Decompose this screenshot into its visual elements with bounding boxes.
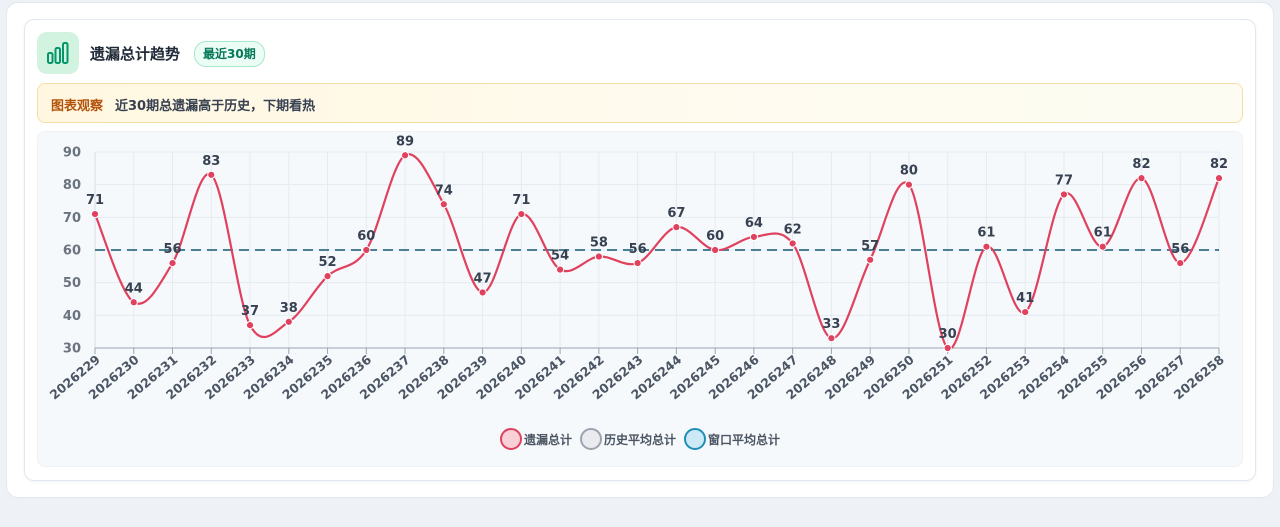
data-point bbox=[1137, 174, 1146, 183]
data-label: 60 bbox=[706, 229, 724, 244]
data-label: 64 bbox=[745, 216, 763, 231]
data-label: 61 bbox=[977, 226, 995, 241]
data-label: 61 bbox=[1094, 226, 1112, 241]
data-point bbox=[943, 343, 952, 353]
data-label: 56 bbox=[629, 242, 647, 257]
chart-insight-banner: 图表观察 近30期总遗漏高于历史，下期看热 bbox=[37, 83, 1243, 123]
data-point bbox=[517, 209, 526, 219]
data-label: 77 bbox=[1055, 173, 1073, 188]
data-label: 71 bbox=[512, 193, 530, 208]
data-point bbox=[633, 258, 642, 268]
chart-legend: 遗漏总计 历史平均总计 窗口平均总计 bbox=[0, 426, 1280, 452]
data-label: 80 bbox=[900, 164, 918, 179]
data-label: 37 bbox=[241, 304, 259, 319]
chart-panel bbox=[37, 131, 1243, 467]
data-label: 67 bbox=[667, 206, 685, 221]
data-label: 56 bbox=[1171, 242, 1189, 257]
data-label: 30 bbox=[939, 327, 957, 342]
data-point bbox=[245, 321, 255, 330]
data-point bbox=[982, 242, 991, 251]
data-point bbox=[207, 170, 216, 179]
legend-swatch-window bbox=[684, 428, 706, 450]
data-point bbox=[439, 200, 448, 209]
data-point bbox=[284, 317, 293, 326]
data-point bbox=[1098, 242, 1107, 251]
period-badge: 最近30期 bbox=[194, 41, 265, 67]
data-point bbox=[827, 334, 836, 343]
data-point bbox=[1176, 258, 1185, 268]
y-tick-label: 60 bbox=[63, 244, 81, 259]
data-label: 44 bbox=[125, 281, 143, 296]
data-label: 82 bbox=[1132, 157, 1150, 172]
data-label: 57 bbox=[861, 239, 879, 254]
legend-item-series[interactable]: 遗漏总计 bbox=[499, 428, 572, 450]
data-point bbox=[1021, 307, 1030, 317]
data-label: 47 bbox=[474, 271, 492, 286]
data-point bbox=[400, 151, 410, 160]
data-point bbox=[478, 288, 487, 297]
data-point bbox=[556, 265, 565, 274]
y-tick-label: 70 bbox=[63, 211, 81, 226]
legend-item-window[interactable]: 窗口平均总计 bbox=[684, 428, 780, 450]
data-label: 54 bbox=[551, 249, 569, 264]
insight-text: 近30期总遗漏高于历史，下期看热 bbox=[115, 99, 316, 114]
bar-chart-icon bbox=[37, 32, 79, 74]
data-label: 89 bbox=[396, 134, 414, 149]
data-point bbox=[1214, 174, 1224, 183]
data-point bbox=[672, 223, 681, 232]
data-point bbox=[711, 245, 720, 255]
y-tick-label: 30 bbox=[63, 342, 81, 357]
data-label: 74 bbox=[435, 183, 453, 198]
data-point bbox=[749, 232, 758, 242]
legend-label-history: 历史平均总计 bbox=[603, 432, 676, 447]
card-title: 遗漏总计趋势 bbox=[90, 45, 181, 63]
data-label: 52 bbox=[319, 255, 337, 270]
legend-label-window: 窗口平均总计 bbox=[708, 432, 781, 447]
data-label: 38 bbox=[280, 301, 298, 316]
data-point bbox=[90, 209, 100, 219]
data-label: 41 bbox=[1016, 291, 1034, 306]
legend-label-series: 遗漏总计 bbox=[523, 432, 572, 447]
data-point bbox=[362, 245, 371, 255]
y-tick-label: 80 bbox=[63, 178, 81, 193]
data-label: 71 bbox=[86, 193, 104, 208]
data-point bbox=[594, 252, 603, 261]
data-label: 58 bbox=[590, 236, 608, 251]
y-tick-label: 90 bbox=[63, 146, 81, 161]
legend-swatch-history bbox=[579, 428, 602, 450]
data-label: 60 bbox=[357, 229, 375, 244]
data-label: 83 bbox=[202, 154, 220, 169]
data-point bbox=[168, 258, 177, 268]
legend-swatch-series bbox=[499, 428, 522, 450]
data-label: 82 bbox=[1210, 157, 1228, 172]
data-label: 56 bbox=[163, 242, 181, 257]
data-label: 33 bbox=[822, 317, 840, 332]
y-tick-label: 50 bbox=[63, 276, 81, 291]
data-point bbox=[866, 255, 875, 264]
data-point bbox=[1059, 190, 1069, 199]
series-line-omission-total bbox=[93, 153, 1221, 350]
data-point bbox=[904, 180, 914, 189]
insight-tag: 图表观察 bbox=[51, 99, 104, 114]
data-point bbox=[323, 272, 332, 281]
y-tick-label: 40 bbox=[63, 309, 81, 324]
data-label: 62 bbox=[784, 222, 802, 237]
data-point bbox=[788, 239, 797, 248]
legend-item-history[interactable]: 历史平均总计 bbox=[579, 428, 676, 450]
data-point bbox=[129, 298, 138, 307]
